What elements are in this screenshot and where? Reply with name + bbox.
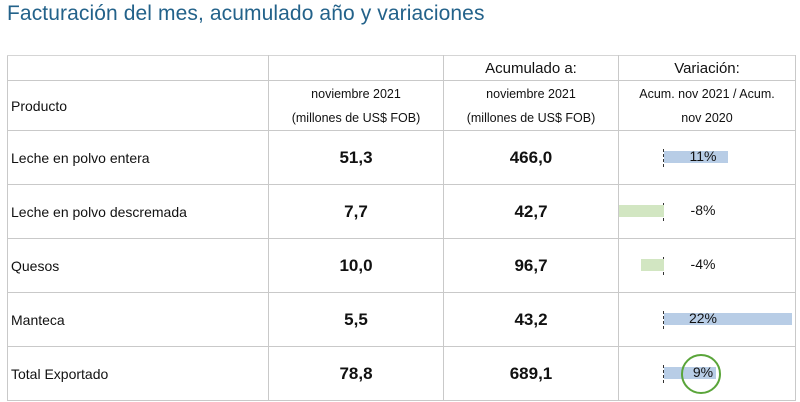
variation-bar-chart: 22% <box>620 294 795 346</box>
variation-cell: 9% <box>618 346 796 401</box>
table-row: Quesos 10,0 96,7 -4% <box>7 238 796 293</box>
variation-bar-chart: 11% <box>620 132 795 184</box>
acum-value: 96,7 <box>443 238 619 293</box>
variation-bar-chart: 9% <box>620 348 795 400</box>
acum-value: 689,1 <box>443 346 619 401</box>
table-row: Manteca 5,5 43,2 22% <box>7 292 796 347</box>
variation-bar-chart: -8% <box>619 186 795 238</box>
month-value: 7,7 <box>268 184 444 239</box>
variation-value: 9% <box>692 364 714 380</box>
zero-axis-line <box>663 149 664 167</box>
variation-value: 11% <box>689 148 717 164</box>
acum-value: 42,7 <box>443 184 619 239</box>
product-column-header: Producto <box>7 80 269 131</box>
export-table: Acumulado a: Variación: Producto noviemb… <box>7 55 796 401</box>
month-value: 51,3 <box>268 130 444 185</box>
month-column-header: noviembre 2021 (millones de US$ FOB) <box>268 80 444 131</box>
total-row: Total Exportado 78,8 689,1 9% <box>7 346 796 401</box>
zero-axis-line <box>663 365 664 383</box>
variation-bar <box>640 259 664 271</box>
header-empty-cell <box>7 55 269 81</box>
variation-value: 22% <box>688 310 718 326</box>
header-empty-cell <box>268 55 444 81</box>
variation-bar <box>619 205 664 217</box>
product-name: Leche en polvo entera <box>7 130 269 185</box>
product-name: Manteca <box>7 292 269 347</box>
table-row: Leche en polvo entera 51,3 466,0 11% <box>7 130 796 185</box>
product-name: Leche en polvo descremada <box>7 184 269 239</box>
variation-group-header: Variación: <box>618 55 796 81</box>
product-name: Quesos <box>7 238 269 293</box>
table-row: Leche en polvo descremada 7,7 42,7 -8% <box>7 184 796 239</box>
zero-axis-line <box>663 311 664 329</box>
header-row-sub: Producto noviembre 2021 (millones de US$… <box>7 80 796 131</box>
variation-bar-chart: -4% <box>620 240 795 292</box>
variation-cell: 22% <box>618 292 796 347</box>
acum-group-header: Acumulado a: <box>443 55 619 81</box>
page-title: Facturación del mes, acumulado año y var… <box>7 2 485 25</box>
variation-label-line2: nov 2020 <box>681 110 733 125</box>
header-row-top: Acumulado a: Variación: <box>7 55 796 81</box>
variation-label-line1: Acum. nov 2021 / Acum. <box>639 86 775 101</box>
acum-value: 43,2 <box>443 292 619 347</box>
acum-unit: (millones de US$ FOB) <box>466 110 596 125</box>
month-value: 10,0 <box>268 238 444 293</box>
variation-cell: 11% <box>618 130 796 185</box>
variation-bar <box>664 151 728 163</box>
product-name: Total Exportado <box>7 346 269 401</box>
variation-value: -4% <box>690 256 716 272</box>
highlight-circle <box>681 354 721 394</box>
month-label: noviembre 2021 <box>311 86 401 101</box>
month-value: 78,8 <box>268 346 444 401</box>
month-unit: (millones de US$ FOB) <box>291 110 421 125</box>
variation-value: -8% <box>690 202 716 218</box>
variation-bar <box>664 313 792 325</box>
variation-cell: -4% <box>618 238 796 293</box>
acum-value: 466,0 <box>443 130 619 185</box>
acum-column-header: noviembre 2021 (millones de US$ FOB) <box>443 80 619 131</box>
acum-label: noviembre 2021 <box>486 86 576 101</box>
variation-column-header: Acum. nov 2021 / Acum. nov 2020 <box>618 80 796 131</box>
variation-cell: -8% <box>618 184 796 239</box>
month-value: 5,5 <box>268 292 444 347</box>
